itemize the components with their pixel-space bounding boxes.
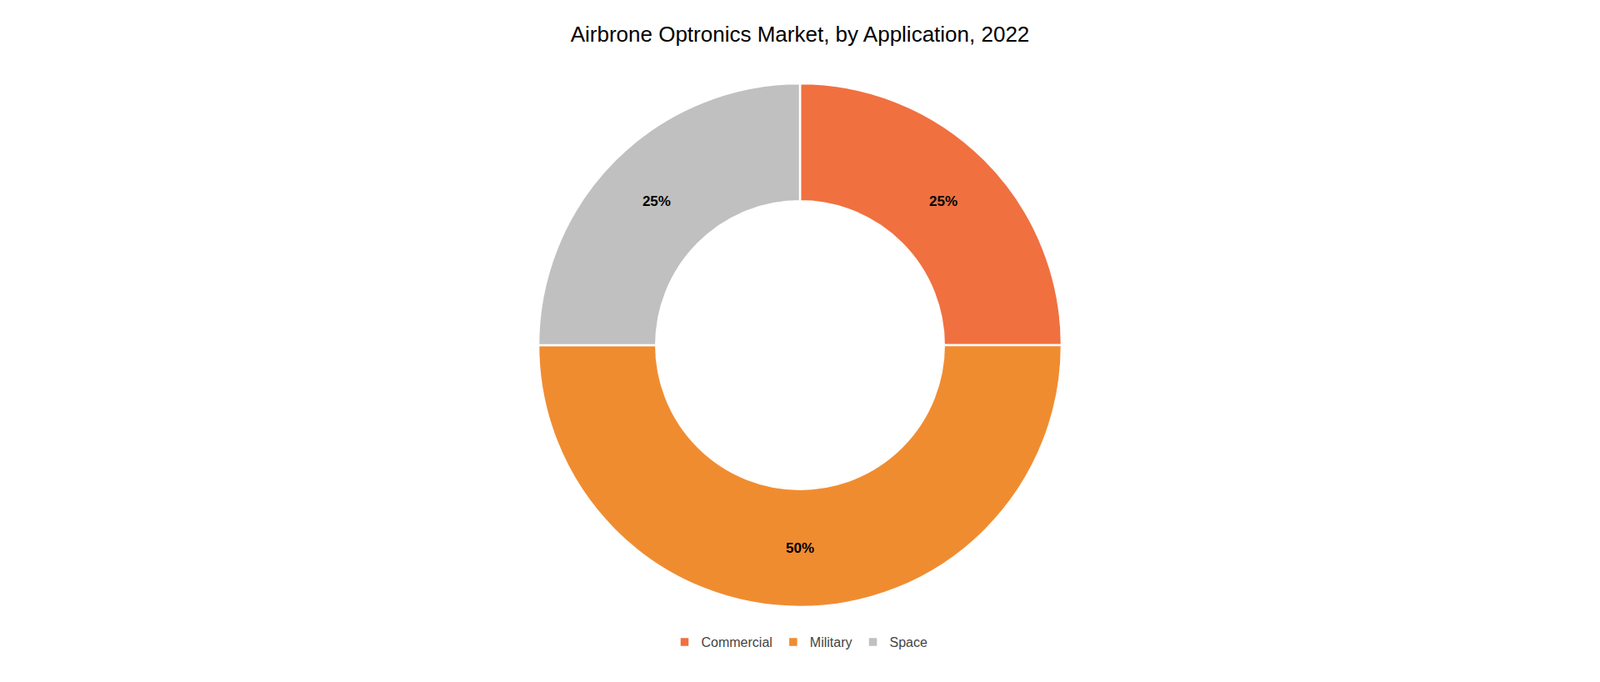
svg-text:Military: Military — [810, 635, 853, 650]
svg-text:Commercial: Commercial — [701, 635, 773, 650]
svg-text:Airbrone Optronics Market, by: Airbrone Optronics Market, by Applicatio… — [570, 21, 1030, 47]
svg-text:25%: 25% — [929, 193, 958, 210]
svg-text:Space: Space — [890, 635, 928, 650]
svg-text:50%: 50% — [785, 540, 815, 556]
svg-text:25%: 25% — [642, 193, 671, 210]
